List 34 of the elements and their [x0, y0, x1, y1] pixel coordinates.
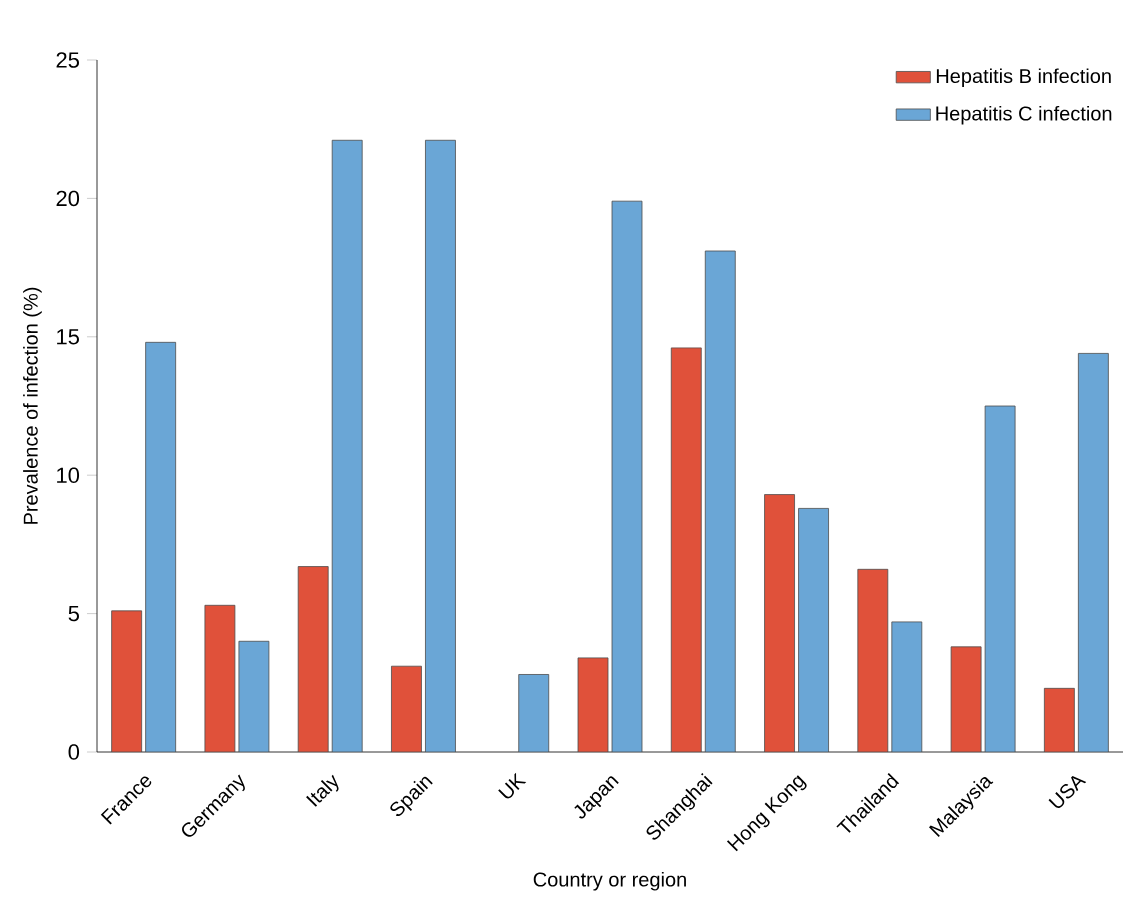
- y-tick-label: 10: [57, 467, 80, 483]
- x-tick-label: USA: [1048, 776, 1087, 808]
- y-axis-title: Prevalence of infection (%): [23, 287, 42, 524]
- bar: [297, 566, 329, 752]
- bar: [145, 341, 177, 752]
- y-tick-label: 20: [56, 190, 80, 207]
- y-tick-label: 5: [68, 605, 79, 622]
- bar: [238, 640, 270, 752]
- legend-label: Hepatitis C infection: [936, 105, 1112, 125]
- bar: [1043, 687, 1075, 752]
- bar: [984, 405, 1016, 752]
- bar: [204, 604, 236, 752]
- bar: [1077, 353, 1109, 752]
- bar: [425, 139, 456, 752]
- bar: [798, 508, 829, 752]
- y-tick-label: 15: [57, 329, 79, 345]
- bar: [331, 139, 363, 752]
- y-tick-label: 0: [68, 744, 80, 760]
- bar: [111, 610, 143, 752]
- bar: [611, 200, 643, 752]
- bar: [764, 494, 795, 752]
- bar: [950, 646, 982, 752]
- x-axis-title: Country or region: [533, 871, 686, 891]
- bar: [891, 621, 923, 752]
- x-tick-label: UK: [498, 772, 527, 799]
- bar: [857, 568, 889, 752]
- bar: [577, 657, 609, 752]
- bar: [391, 665, 422, 752]
- y-tick-label: 25: [56, 52, 79, 68]
- x-tick-label: Italy: [306, 774, 339, 807]
- bar: [518, 674, 550, 752]
- bar: [704, 250, 736, 752]
- bar: [670, 347, 702, 752]
- legend-label: Hepatitis B infection: [936, 68, 1111, 88]
